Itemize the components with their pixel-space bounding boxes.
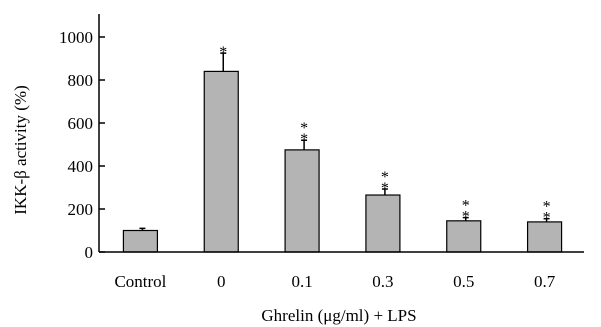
y-tick-label: 800: [68, 71, 94, 90]
y-tick-label: 400: [68, 157, 94, 176]
y-axis-ticks: 0 200 400 600 800 1000: [59, 28, 105, 262]
bar: [365, 194, 401, 253]
x-tick-label: 0.7: [534, 272, 556, 291]
x-tick-label: 0.5: [453, 272, 474, 291]
y-tick-label: 1000: [59, 28, 93, 47]
significance-marker: *: [462, 198, 470, 215]
significance-markers: *********: [219, 44, 550, 227]
x-tick-label: 0: [217, 272, 226, 291]
y-tick-label: 0: [85, 243, 94, 262]
y-tick-label: 600: [68, 114, 94, 133]
bars: [122, 70, 563, 253]
bar: [122, 229, 159, 253]
x-axis-tick-labels: Control 0 0.1 0.3 0.5 0.7: [114, 272, 555, 291]
bar: [526, 221, 563, 253]
significance-marker: *: [300, 120, 308, 137]
significance-marker: *: [381, 169, 389, 186]
x-tick-label: 0.1: [291, 272, 312, 291]
y-tick-label: 200: [68, 200, 94, 219]
significance-marker: *: [300, 131, 308, 148]
y-axis-title: IKK-β activity (%): [11, 85, 30, 215]
x-tick-label: Control: [114, 272, 166, 291]
significance-marker: *: [219, 44, 227, 61]
significance-marker: *: [381, 180, 389, 197]
x-axis-title: Ghrelin (μg/ml) + LPS: [261, 306, 416, 325]
significance-marker: *: [462, 209, 470, 226]
bar: [203, 70, 239, 253]
x-tick-label: 0.3: [372, 272, 393, 291]
significance-marker: *: [543, 210, 551, 227]
error-bars: [139, 52, 550, 231]
significance-marker: *: [543, 199, 551, 216]
bar: [284, 149, 320, 253]
